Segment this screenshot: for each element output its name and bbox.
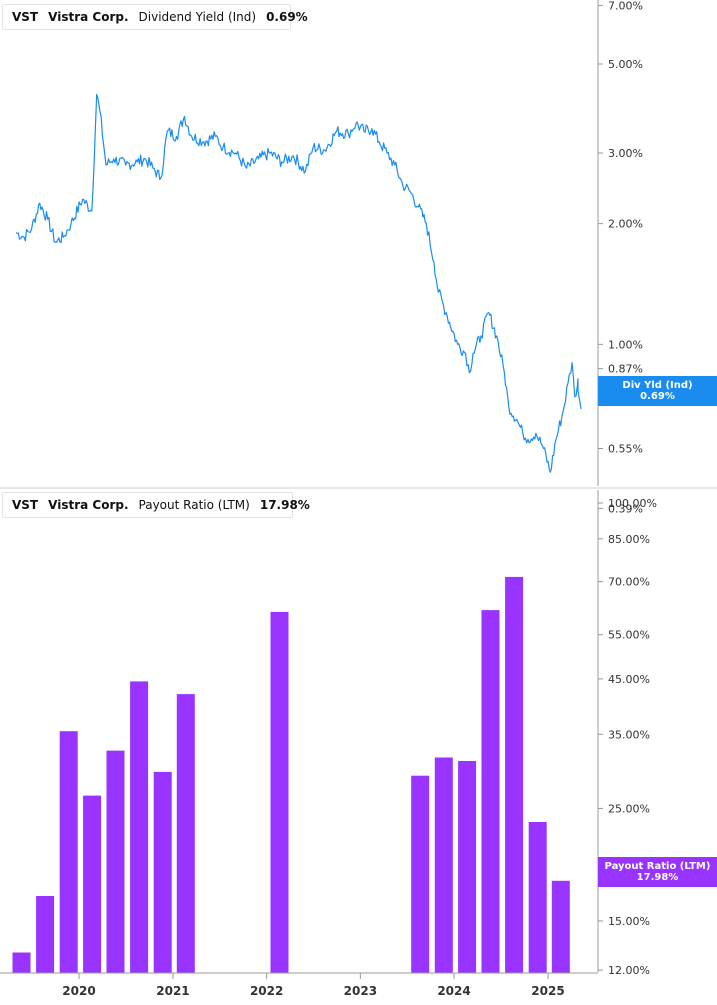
x-tick-label: 2024	[437, 984, 470, 998]
payout-tick-label: 12.00%	[608, 964, 650, 977]
payout-tick-label: 15.00%	[608, 915, 650, 928]
yield-legend-value: 0.69%	[266, 10, 308, 24]
payout-legend-ticker: VST	[12, 498, 39, 512]
yield-tick-label: 5.00%	[608, 58, 643, 71]
payout-tick-label: 35.00%	[608, 728, 650, 741]
payout-bar	[130, 681, 149, 973]
yield-tick-label: 0.87%	[608, 363, 643, 376]
yield-legend-company: Vistra Corp.	[48, 10, 129, 24]
payout-tick-label: 45.00%	[608, 673, 650, 686]
payout-plot-area	[12, 576, 570, 973]
payout-bar	[36, 896, 55, 973]
yield-tick-label: 0.55%	[608, 443, 643, 456]
payout-bar	[505, 576, 524, 973]
payout-tick-label: 100.00%	[608, 497, 657, 510]
yield-legend-metric: Dividend Yield (Ind)	[138, 10, 257, 24]
payout-value-badge: Payout Ratio (LTM) 17.98%	[598, 857, 717, 887]
x-tick-label: 2021	[156, 984, 189, 998]
payout-bar	[551, 880, 570, 973]
payout-bar	[411, 775, 430, 973]
x-tick-label: 2020	[62, 984, 95, 998]
yield-plot-area	[15, 93, 582, 473]
yield-legend-ticker: VST	[12, 10, 39, 24]
yield-tick-label: 3.00%	[608, 147, 643, 160]
yield-legend: VST Vistra Corp. Dividend Yield (Ind) 0.…	[2, 4, 308, 30]
yield-y-axis: 7.00% 5.00% 3.00% 2.00% 1.00% 0.87% 0.55% 0.39%	[0, 0, 717, 515]
payout-bar	[481, 610, 500, 973]
payout-tick-label: 70.00%	[608, 576, 650, 589]
yield-series-line	[15, 93, 582, 473]
payout-badge-value: 17.98%	[636, 872, 679, 883]
x-tick-label: 2023	[344, 984, 377, 998]
payout-bar	[106, 750, 125, 973]
yield-tick-label: 0.39%	[608, 502, 643, 515]
yield-tick-label: 2.00%	[608, 218, 643, 231]
payout-tick-label: 25.00%	[608, 802, 650, 815]
yield-tick-label: 7.00%	[608, 0, 643, 12]
payout-bar	[12, 952, 31, 973]
payout-bar	[59, 731, 78, 973]
x-axis: 2020 2021 2022 2023 2024 2025	[0, 972, 598, 998]
payout-bar	[153, 771, 172, 973]
payout-bar	[528, 822, 547, 973]
x-tick-label: 2022	[250, 984, 283, 998]
payout-tick-label: 55.00%	[608, 629, 650, 642]
yield-value-badge: Div Yld (Ind) 0.69%	[598, 376, 717, 406]
x-tick-label: 2025	[531, 984, 564, 998]
yield-badge-label: Div Yld (Ind)	[622, 380, 693, 391]
payout-badge-label: Payout Ratio (LTM)	[604, 861, 711, 872]
yield-badge-value: 0.69%	[640, 391, 675, 402]
payout-legend-metric: Payout Ratio (LTM)	[138, 498, 250, 512]
payout-legend-company: Vistra Corp.	[48, 498, 129, 512]
payout-legend-value: 17.98%	[259, 498, 310, 512]
payout-y-axis: 100.00% 85.00% 70.00% 55.00% 45.00% 35.00% 25.…	[597, 490, 657, 977]
payout-bar	[270, 611, 289, 973]
payout-bar	[434, 757, 453, 973]
payout-tick-label: 85.00%	[608, 533, 650, 546]
payout-legend: VST Vistra Corp. Payout Ratio (LTM) 17.9…	[2, 492, 310, 518]
payout-bar	[176, 694, 195, 973]
yield-tick-label: 1.00%	[608, 338, 643, 351]
payout-bar	[458, 761, 477, 973]
payout-bar	[83, 795, 102, 973]
